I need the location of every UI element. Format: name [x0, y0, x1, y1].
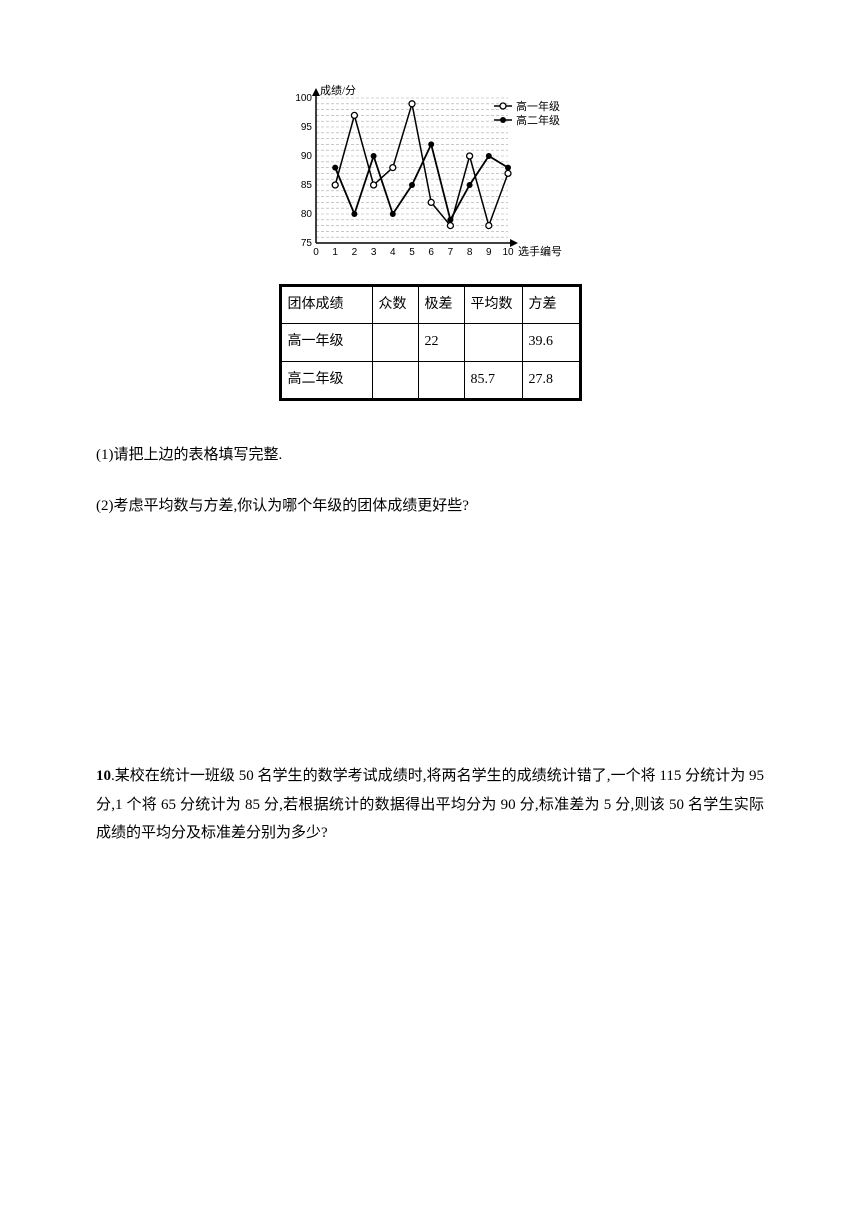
col-header: 方差 [522, 285, 580, 324]
cell [372, 324, 418, 362]
svg-text:75: 75 [301, 238, 313, 249]
svg-text:6: 6 [428, 247, 434, 258]
svg-text:10: 10 [502, 247, 514, 258]
cell: 27.8 [522, 361, 580, 400]
svg-text:7: 7 [448, 247, 454, 258]
svg-text:85: 85 [301, 180, 313, 191]
col-header: 团体成绩 [280, 285, 372, 324]
cell: 高二年级 [280, 361, 372, 400]
line-chart: 75 80 85 90 95 100 0 1 2 3 4 5 6 7 8 9 10 成绩/分选手编号 高一年级高二年… [280, 80, 580, 276]
question-number: 10 [96, 768, 111, 784]
svg-text:8: 8 [467, 247, 473, 258]
cell [418, 361, 464, 400]
cell [464, 324, 522, 362]
col-header: 极差 [418, 285, 464, 324]
spacer [96, 542, 764, 762]
question-10-text: .某校在统计一班级 50 名学生的数学考试成绩时,将两名学生的成绩统计错了,一个… [96, 768, 764, 841]
svg-text:80: 80 [301, 209, 313, 220]
svg-text:2: 2 [352, 247, 358, 258]
question-2: (2)考虑平均数与方差,你认为哪个年级的团体成绩更好些? [96, 492, 764, 521]
cell: 22 [418, 324, 464, 362]
chart-container: 75 80 85 90 95 100 0 1 2 3 4 5 6 7 8 9 10 成绩/分选手编号 高一年级高二年… [96, 80, 764, 276]
svg-text:90: 90 [301, 151, 313, 162]
col-header: 众数 [372, 285, 418, 324]
question-1: (1)请把上边的表格填写完整. [96, 441, 764, 470]
cell: 39.6 [522, 324, 580, 362]
cell [372, 361, 418, 400]
svg-text:0: 0 [313, 247, 319, 258]
table-row: 高一年级 22 39.6 [280, 324, 580, 362]
stats-table: 团体成绩 众数 极差 平均数 方差 高一年级 22 39.6 高二年级 85.7… [279, 284, 582, 402]
svg-text:95: 95 [301, 122, 313, 133]
svg-text:5: 5 [409, 247, 415, 258]
svg-text:成绩/分: 成绩/分 [320, 84, 356, 97]
svg-text:3: 3 [371, 247, 377, 258]
svg-text:高一年级: 高一年级 [516, 99, 560, 113]
svg-text:100: 100 [295, 93, 312, 104]
svg-text:高二年级: 高二年级 [516, 113, 560, 127]
chart-svg: 75 80 85 90 95 100 0 1 2 3 4 5 6 7 8 9 10 成绩/分选手编号 高一年级高二年… [280, 80, 580, 265]
table-row: 高二年级 85.7 27.8 [280, 361, 580, 400]
svg-text:选手编号: 选手编号 [518, 244, 562, 258]
svg-text:9: 9 [486, 247, 492, 258]
table-header-row: 团体成绩 众数 极差 平均数 方差 [280, 285, 580, 324]
svg-text:4: 4 [390, 247, 396, 258]
svg-text:1: 1 [332, 247, 338, 258]
cell: 高一年级 [280, 324, 372, 362]
cell: 85.7 [464, 361, 522, 400]
question-10: 10.某校在统计一班级 50 名学生的数学考试成绩时,将两名学生的成绩统计错了,… [96, 762, 764, 848]
stats-table-container: 团体成绩 众数 极差 平均数 方差 高一年级 22 39.6 高二年级 85.7… [96, 284, 764, 402]
col-header: 平均数 [464, 285, 522, 324]
